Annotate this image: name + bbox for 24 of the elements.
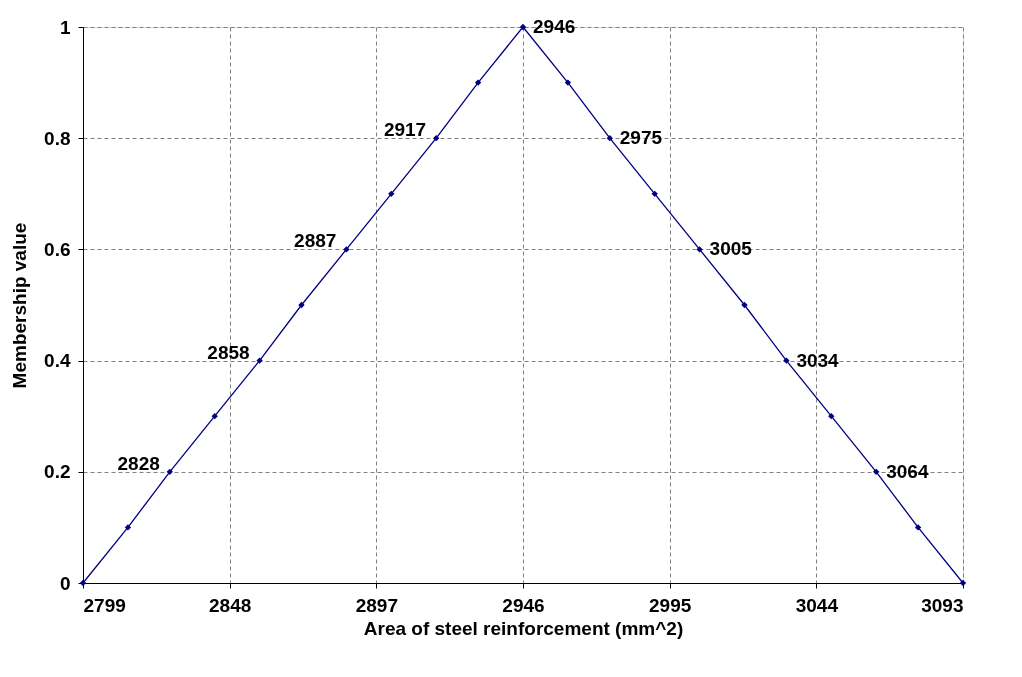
x-tick-label: 3093 [921, 594, 964, 616]
y-tick-label: 0.4 [44, 350, 71, 372]
x-tick-label: 2848 [209, 594, 252, 616]
x-tick-label: 2799 [83, 594, 126, 616]
annotation: 3064 [886, 460, 929, 482]
y-tick-label: 0.6 [44, 238, 71, 260]
x-tick-label: 3044 [795, 594, 839, 616]
y-axis-title: Membership value [9, 222, 31, 389]
annotation: 3005 [709, 238, 753, 260]
annotation: 3034 [796, 349, 840, 371]
y-tick-label: 0.8 [44, 127, 71, 149]
annotation: 2917 [383, 119, 427, 141]
annotation: 2828 [117, 452, 160, 474]
y-tick-label: 0.2 [44, 461, 71, 483]
y-tick-label: 0 [59, 572, 71, 594]
y-tick-label: 1 [59, 16, 71, 38]
x-tick-label: 2946 [502, 594, 545, 616]
x-tick-label: 2995 [649, 594, 692, 616]
x-axis-title: Area of steel reinforcement (mm^2) [363, 617, 684, 639]
annotation: 2858 [207, 341, 250, 363]
annotation: 2975 [619, 127, 663, 149]
annotation: 2887 [294, 230, 337, 252]
annotation: 2946 [533, 16, 576, 37]
x-tick-label: 2897 [355, 594, 398, 616]
